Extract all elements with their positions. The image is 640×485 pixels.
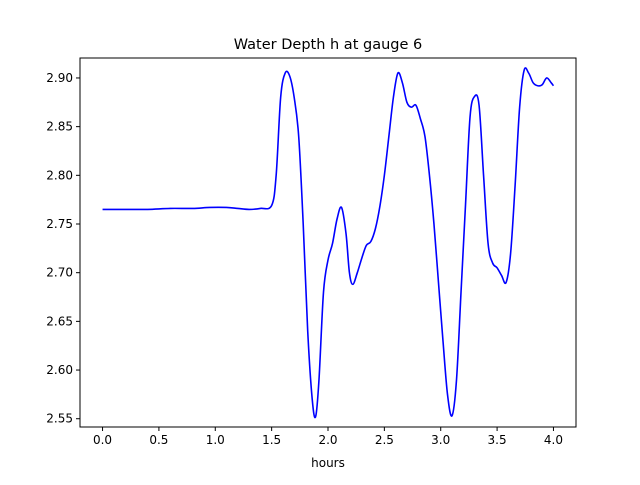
series-line-0 [102, 67, 555, 419]
x-tick-label: 3.0 [431, 433, 450, 447]
y-tick-label: 2.70 [46, 266, 73, 280]
y-axis-ticks: 2.55 2.60 2.65 2.70 2.75 2.80 2.85 2.90 [46, 71, 80, 426]
y-tick-label: 2.65 [46, 314, 73, 328]
y-tick-label: 2.85 [46, 120, 73, 134]
x-tick-label: 4.0 [544, 433, 563, 447]
x-tick-label: 3.5 [488, 433, 507, 447]
y-tick-label: 2.55 [46, 412, 73, 426]
y-tick-label: 2.60 [46, 363, 73, 377]
x-tick-label: 1.5 [262, 433, 281, 447]
y-tick-label: 2.75 [46, 217, 73, 231]
x-tick-label: 1.0 [206, 433, 225, 447]
plot-area [102, 67, 555, 419]
x-tick-label: 0.0 [93, 433, 112, 447]
x-tick-label: 2.0 [318, 433, 337, 447]
x-tick-label: 2.5 [375, 433, 394, 447]
y-tick-label: 2.80 [46, 168, 73, 182]
x-axis-ticks: 0.0 0.5 1.0 1.5 2.0 2.5 3.0 3.5 4.0 [93, 427, 563, 447]
chart-title: Water Depth h at gauge 6 [234, 37, 422, 53]
y-tick-label: 2.90 [46, 71, 73, 85]
x-tick-label: 0.5 [149, 433, 168, 447]
x-axis-label: hours [311, 456, 345, 470]
